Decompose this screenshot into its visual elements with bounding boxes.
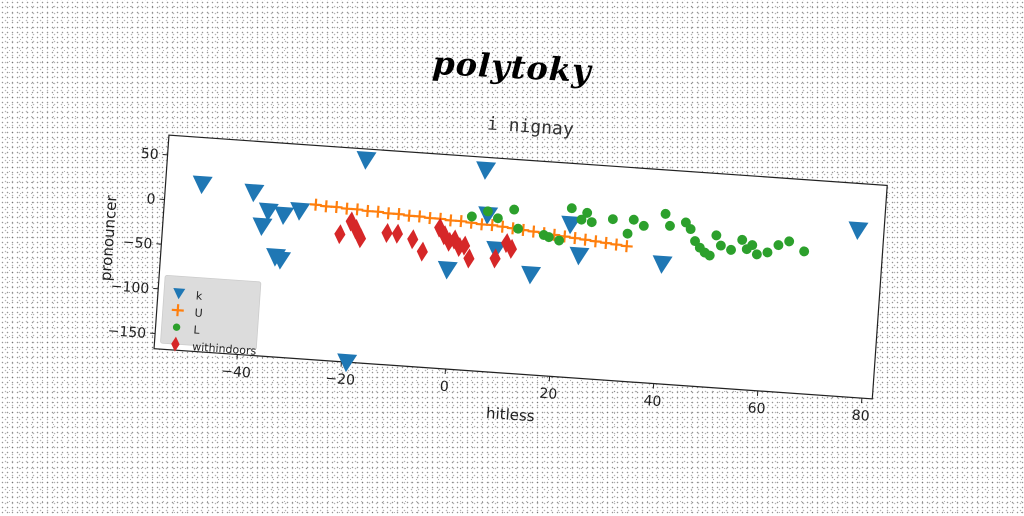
x-tick-label: 80 — [851, 407, 870, 424]
x-tick-label: 20 — [539, 386, 558, 403]
plot-area — [154, 135, 887, 399]
x-tick-label: 0 — [439, 379, 449, 396]
chart-title: i nignay — [486, 113, 574, 140]
x-tick-label: 40 — [643, 393, 662, 410]
x-tick-label: 60 — [747, 400, 766, 417]
x-tick-label: −20 — [325, 371, 356, 389]
x-axis-label: hitless — [485, 404, 535, 425]
x-tick-label: −40 — [221, 363, 252, 381]
y-tick-label: 0 — [146, 191, 156, 208]
legend-label: U — [194, 306, 203, 320]
y-tick-label: −50 — [122, 234, 153, 252]
y-tick-label: −150 — [107, 323, 146, 342]
y-tick-label: 50 — [140, 146, 159, 163]
y-axis-label: pronouncer — [97, 194, 121, 282]
y-tick-label: −100 — [110, 279, 149, 298]
